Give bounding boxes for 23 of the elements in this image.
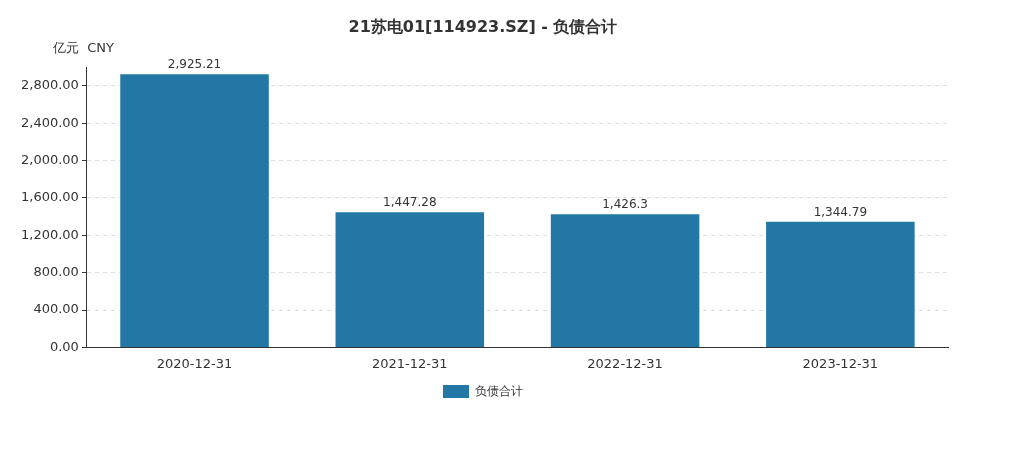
bar <box>335 212 485 347</box>
x-tick-label: 2021-12-31 <box>372 355 448 371</box>
y-tick-label: 2,000.00 <box>21 151 79 167</box>
bar <box>120 74 269 347</box>
x-tick-label: 2023-12-31 <box>802 355 879 371</box>
y-axis-title: 亿元 CNY <box>51 40 114 56</box>
y-tick-label: 2,400.00 <box>21 114 79 130</box>
y-tick-label: 1,600.00 <box>21 189 79 205</box>
y-tick-label: 400.00 <box>33 301 79 317</box>
chart-title: 21苏电01[114923.SZ] - 负债合计 <box>348 16 618 36</box>
y-tick-label: 2,800.00 <box>21 77 79 93</box>
bar <box>550 214 700 347</box>
data-label: 1,426.3 <box>602 197 648 212</box>
data-label: 1,344.79 <box>813 204 868 219</box>
y-tick-label: 1,200.00 <box>21 226 79 242</box>
x-tick-label: 2022-12-31 <box>587 355 663 371</box>
bar <box>766 221 915 347</box>
x-tick-label: 2020-12-31 <box>156 355 233 371</box>
y-tick-label: 800.00 <box>33 264 79 280</box>
legend-label: 负债合计 <box>475 383 523 398</box>
y-tick-label: 0.00 <box>49 338 79 354</box>
data-label: 2,925.21 <box>167 57 222 72</box>
data-label: 1,447.28 <box>383 195 437 210</box>
